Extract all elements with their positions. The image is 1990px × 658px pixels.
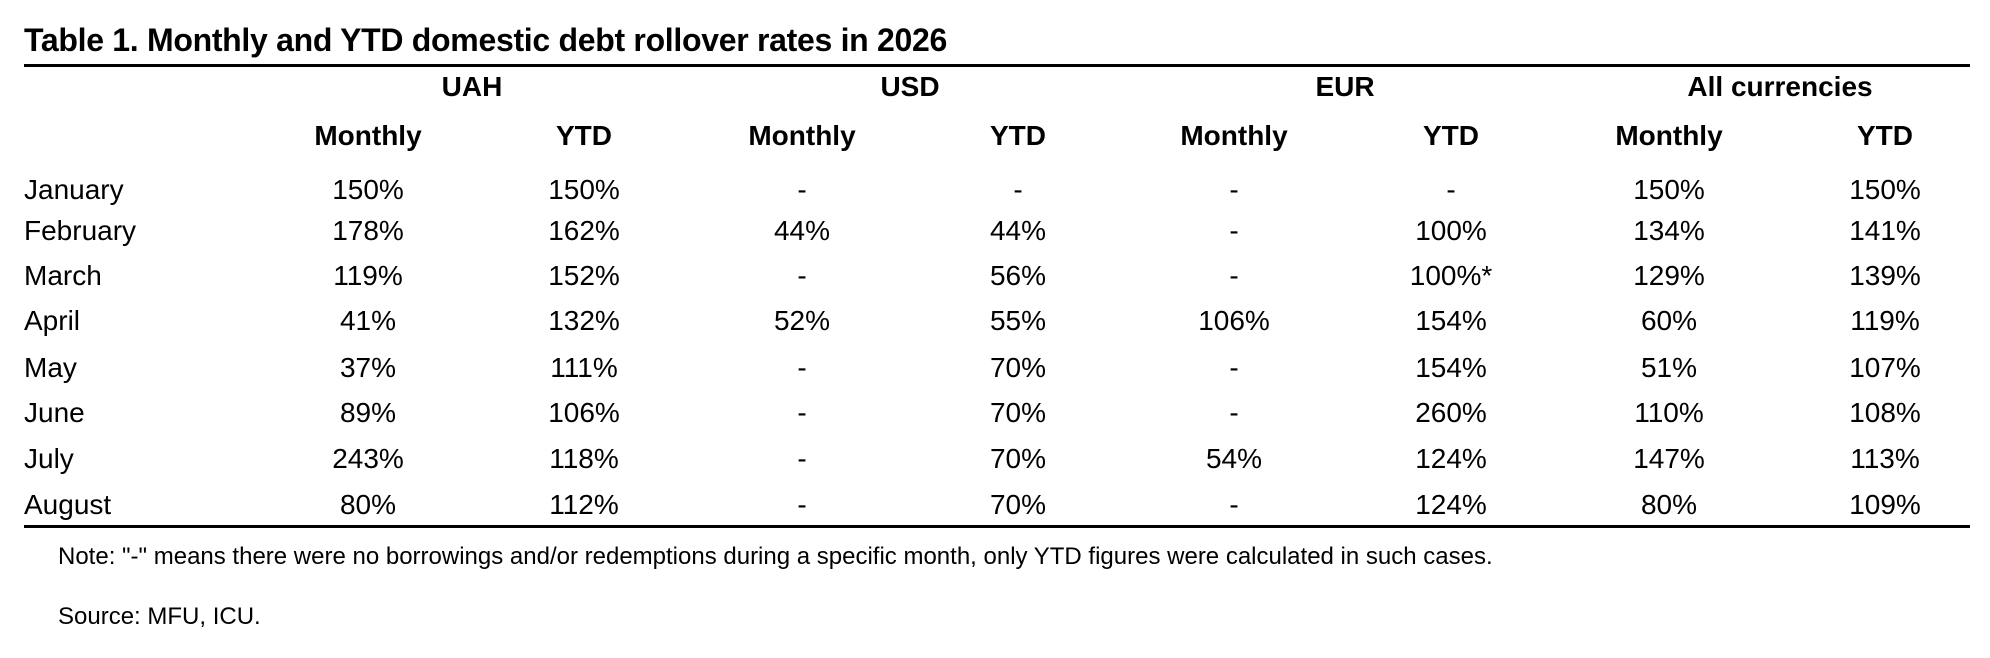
table-cell: 55% (989, 305, 1047, 336)
row-month-label: January (24, 174, 124, 205)
subheader-monthly-5: Monthly (1180, 120, 1288, 151)
table-cell: - (1229, 215, 1239, 246)
table-cell: 154% (1415, 305, 1487, 336)
table-bottom-rule (24, 525, 1970, 528)
table-cell: 110% (1634, 397, 1704, 428)
table-cell: 150% (332, 174, 404, 205)
table-cell: - (797, 352, 807, 383)
table-cell: 118% (549, 443, 619, 474)
table-cell: 178% (332, 215, 404, 246)
table-source: Source: MFU, ICU. (58, 603, 261, 630)
table-cell: 56% (989, 260, 1047, 291)
table-cell: 111% (550, 352, 618, 383)
table-note: Note: "-" means there were no borrowings… (58, 543, 1493, 570)
table-cell: - (797, 174, 807, 205)
table-cell: 162% (548, 215, 620, 246)
table-cell: 139% (1849, 260, 1921, 291)
subheader-ytd-8: YTD (1857, 120, 1913, 151)
table-cell: 60% (1640, 305, 1698, 336)
table-cell: - (1229, 174, 1239, 205)
table-cell: 80% (1640, 489, 1698, 520)
row-month-label: June (24, 397, 85, 428)
table-cell: 89% (339, 397, 397, 428)
table-cell: 134% (1633, 215, 1705, 246)
table-cell: 54% (1205, 443, 1263, 474)
table-cell: - (1229, 397, 1239, 428)
table-cell: - (797, 260, 807, 291)
subheader-monthly-7: Monthly (1615, 120, 1723, 151)
table-cell: 41% (339, 305, 397, 336)
table-cell: 152% (548, 260, 620, 291)
table-cell: 141% (1849, 215, 1921, 246)
row-month-label: February (24, 215, 137, 246)
subheader-ytd-4: YTD (990, 120, 1046, 151)
table-cell: 150% (548, 174, 620, 205)
table-cell: 112% (549, 489, 619, 520)
table-cell: 107% (1849, 352, 1921, 383)
table-cell: 106% (548, 397, 620, 428)
table-cell: 100%* (1409, 260, 1493, 291)
table-cell: 37% (339, 352, 397, 383)
subheader-monthly-3: Monthly (748, 120, 856, 151)
table-cell: - (1446, 174, 1456, 205)
table-cell: 260% (1415, 397, 1487, 428)
table-cell: - (1013, 174, 1023, 205)
table-cell: - (1229, 352, 1239, 383)
table-cell: 129% (1633, 260, 1705, 291)
group-header-eur: EUR (1315, 71, 1375, 102)
row-month-label: August (24, 489, 112, 520)
row-month-label: May (24, 352, 77, 383)
table-cell: 106% (1198, 305, 1270, 336)
table-cell: 70% (989, 443, 1047, 474)
table-top-rule (24, 64, 1970, 67)
table-cell: 150% (1849, 174, 1921, 205)
table-cell: 70% (989, 489, 1047, 520)
table-cell: 51% (1640, 352, 1698, 383)
group-header-usd: USD (880, 71, 940, 102)
table-cell: 108% (1849, 397, 1921, 428)
row-month-label: April (24, 305, 81, 336)
row-month-label: July (24, 443, 74, 474)
table-cell: 147% (1633, 443, 1705, 474)
table-cell: 132% (548, 305, 620, 336)
table-cell: 154% (1415, 352, 1487, 383)
table-cell: 70% (989, 352, 1047, 383)
group-header-all-currencies: All currencies (1687, 71, 1873, 102)
table-cell: 109% (1849, 489, 1921, 520)
table-cell: 44% (773, 215, 831, 246)
table-cell: 44% (989, 215, 1047, 246)
subheader-ytd-6: YTD (1423, 120, 1479, 151)
table-cell: 119% (1850, 305, 1920, 336)
table-cell: 80% (339, 489, 397, 520)
table-cell: 243% (332, 443, 404, 474)
table-cell: - (1229, 260, 1239, 291)
table-cell: 100% (1415, 215, 1487, 246)
table-cell: - (1229, 489, 1239, 520)
table-cell: 124% (1415, 489, 1487, 520)
row-month-label: March (24, 260, 102, 291)
table-cell: - (797, 489, 807, 520)
table-cell: 52% (773, 305, 831, 336)
table-cell: 150% (1633, 174, 1705, 205)
subheader-ytd-2: YTD (556, 120, 612, 151)
table-cell: - (797, 443, 807, 474)
table-cell: 113% (1850, 443, 1920, 474)
table-cell: 124% (1415, 443, 1487, 474)
subheader-monthly-1: Monthly (314, 120, 422, 151)
table-cell: - (797, 397, 807, 428)
table-cell: 119% (333, 260, 403, 291)
table-cell: 70% (989, 397, 1047, 428)
table-title: Table 1. Monthly and YTD domestic debt r… (24, 22, 947, 58)
group-header-uah: UAH (441, 71, 503, 102)
